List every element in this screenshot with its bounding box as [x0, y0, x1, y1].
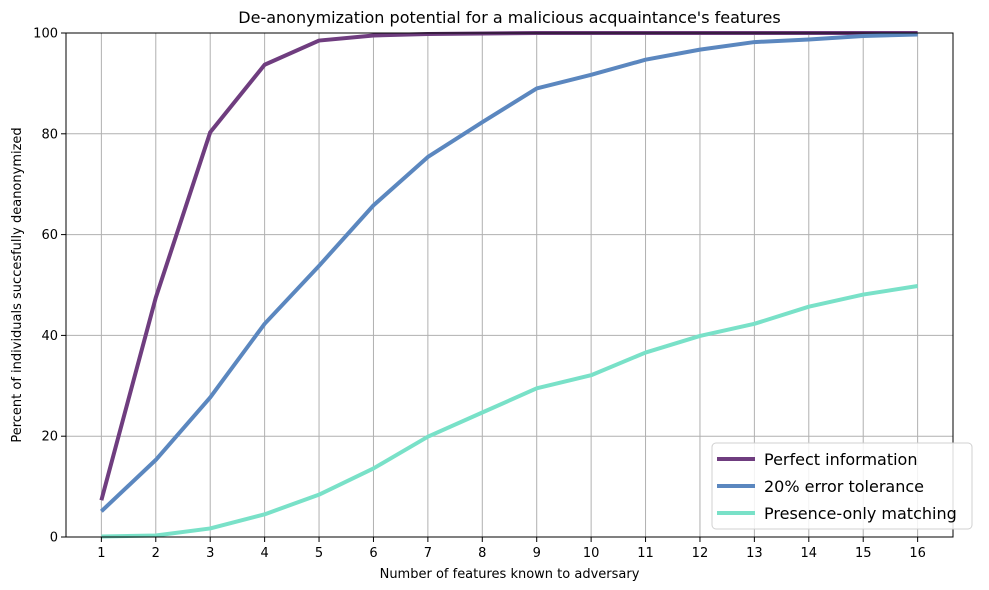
y-tick-label: 80 [41, 127, 58, 142]
grid-x [100, 33, 919, 537]
y-axis-ticks: 0 20 40 60 80 100 [33, 27, 66, 546]
y-tick-label: 40 [41, 329, 58, 344]
x-tick-label: 3 [206, 546, 214, 561]
x-tick-label: 11 [637, 546, 654, 561]
legend-label: Presence-only matching [764, 504, 957, 523]
series-line-2 [101, 284, 918, 539]
legend-entry: 20% error tolerance [717, 477, 924, 496]
legend-entry: Perfect information [717, 450, 917, 469]
x-tick-label: 12 [692, 546, 709, 561]
x-tick-label: 15 [855, 546, 872, 561]
x-tick-label: 14 [801, 546, 818, 561]
x-tick-label: 5 [315, 546, 323, 561]
x-tick-label: 8 [478, 546, 486, 561]
chart-title: De-anonymization potential for a malicio… [238, 8, 780, 27]
legend-label: 20% error tolerance [764, 477, 924, 496]
series-line-1 [99, 32, 918, 513]
legend-entry: Presence-only matching [717, 504, 957, 523]
x-tick-label: 9 [533, 546, 541, 561]
x-axis-ticks: 1 2 3 4 5 6 7 8 9 10 11 12 13 14 15 16 [97, 537, 926, 561]
y-tick-label: 20 [41, 430, 58, 445]
x-tick-label: 6 [369, 546, 377, 561]
y-tick-label: 60 [41, 228, 58, 243]
x-tick-label: 1 [97, 546, 105, 561]
y-tick-label: 0 [50, 531, 58, 546]
x-tick-label: 2 [152, 546, 160, 561]
legend-box [711, 442, 973, 530]
legend: Perfect information 20% error tolerance … [711, 442, 973, 530]
y-axis-label: Percent of individuals succesfully deano… [10, 127, 25, 442]
x-tick-label: 16 [909, 546, 926, 561]
plot-frame [65, 32, 954, 538]
x-tick-label: 13 [746, 546, 763, 561]
x-tick-label: 10 [583, 546, 600, 561]
x-tick-label: 4 [260, 546, 268, 561]
x-axis-label: Number of features known to adversary [380, 567, 640, 582]
x-tick-label: 7 [424, 546, 432, 561]
legend-label: Perfect information [764, 450, 917, 469]
y-tick-label: 100 [33, 27, 58, 42]
